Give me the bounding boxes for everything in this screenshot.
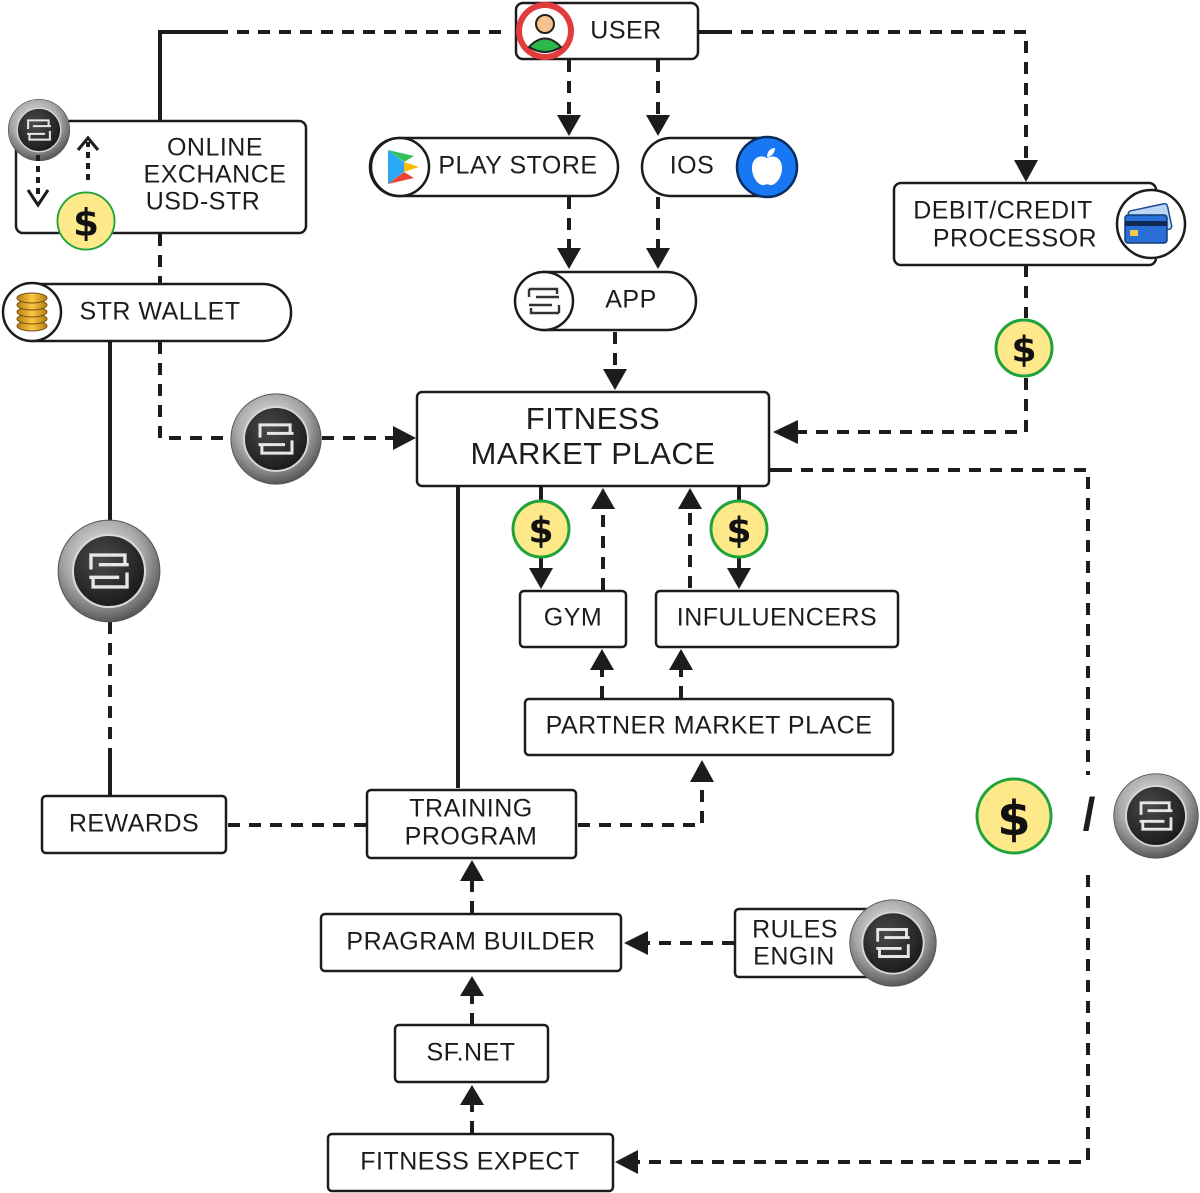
play-store-node: PLAY STORE xyxy=(368,136,620,198)
sf-net-node: SF.NET xyxy=(393,1023,550,1084)
influencers-label: INFULUENCERS xyxy=(677,604,877,632)
rewards-node: REWARDS xyxy=(40,794,228,855)
fitness-expect-label: FITNESS EXPECT xyxy=(360,1148,580,1176)
online-exchange-label-3: USD-STR xyxy=(146,188,261,216)
ios-label: IOS xyxy=(670,152,715,180)
dollar-coin-icon: $ xyxy=(975,777,1053,855)
exchange-token-icon xyxy=(7,98,71,162)
online-exchange-node: ONLINE EXCHANCE USD-STR xyxy=(7,98,308,251)
str-wallet-label: STR WALLET xyxy=(79,298,240,326)
fitness-expect-node: FITNESS EXPECT xyxy=(326,1132,615,1193)
google-play-icon xyxy=(369,136,431,198)
training-program-label-2: PROGRAM xyxy=(405,823,538,851)
dollar-coin-icon: $ xyxy=(709,499,769,559)
rules-engine-label-1: RULES xyxy=(752,916,838,944)
dollar-coin-icon: $ xyxy=(994,318,1054,378)
rules-token-icon xyxy=(848,898,938,988)
debit-credit-label-1: DEBIT/CREDIT xyxy=(913,197,1093,225)
str-token-icon xyxy=(56,518,162,624)
rewards-label: REWARDS xyxy=(69,810,199,838)
ios-node: IOS xyxy=(640,135,799,199)
dollar-symbol: $ xyxy=(726,511,751,552)
online-exchange-label-2: EXCHANCE xyxy=(144,161,287,189)
program-builder-label: PRAGRAM BUILDER xyxy=(346,928,595,956)
online-exchange-label-1: ONLINE xyxy=(167,134,263,162)
exchange-arrows-icon xyxy=(26,135,100,208)
rules-engine-node: RULES ENGIN xyxy=(733,898,938,988)
str-token-icon xyxy=(1112,772,1200,860)
user-node: USER xyxy=(514,1,700,61)
fitness-market-label-1: FITNESS xyxy=(526,401,660,436)
fitness-market-label-2: MARKET PLACE xyxy=(471,436,716,471)
app-logo-icon xyxy=(513,270,575,332)
str-token-icon xyxy=(229,392,323,486)
dollar-symbol: $ xyxy=(1011,330,1036,371)
sf-net-label: SF.NET xyxy=(426,1039,515,1067)
partner-market-node: PARTNER MARKET PLACE xyxy=(523,697,895,757)
str-wallet-node: STR WALLET xyxy=(1,281,293,343)
partner-market-label: PARTNER MARKET PLACE xyxy=(546,712,873,740)
app-label: APP xyxy=(605,286,657,314)
gym-node: GYM xyxy=(518,589,628,649)
apple-icon xyxy=(735,135,799,199)
connectors xyxy=(108,30,1090,1174)
user-icon xyxy=(516,2,574,60)
fitness-market-node: FITNESS MARKET PLACE xyxy=(415,390,771,488)
training-program-node: TRAINING PROGRAM xyxy=(365,788,578,860)
dollar-coin-icon: $ xyxy=(511,499,571,559)
separator-slash: / xyxy=(1083,788,1096,840)
rules-engine-label-2: ENGIN xyxy=(753,943,835,971)
coin-stack-icon xyxy=(1,281,63,343)
gym-label: GYM xyxy=(544,604,602,632)
debit-credit-label-2: PROCESSOR xyxy=(933,225,1097,253)
influencers-node: INFULUENCERS xyxy=(654,589,900,649)
training-program-label-1: TRAINING xyxy=(409,795,532,823)
program-builder-node: PRAGRAM BUILDER xyxy=(319,912,623,973)
exchange-dollar-icon xyxy=(56,191,116,251)
user-label: USER xyxy=(590,17,661,45)
play-store-label: PLAY STORE xyxy=(438,152,597,180)
dollar-symbol: $ xyxy=(528,511,553,552)
debit-credit-node: DEBIT/CREDIT PROCESSOR xyxy=(892,181,1187,267)
app-node: APP xyxy=(513,270,698,332)
dollar-symbol: $ xyxy=(997,791,1030,847)
credit-card-icon xyxy=(1115,188,1187,260)
